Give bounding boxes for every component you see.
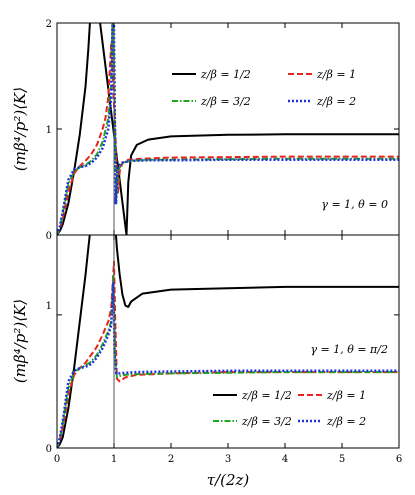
top-series-line-2 — [57, 43, 399, 235]
bottom-ytick-label-0: 0 — [46, 444, 52, 455]
bottom-series-line-2 — [57, 260, 399, 448]
xtick-label-6: 6 — [396, 454, 402, 465]
bottom-legend: z/β = 1/2 z/β = 1 z/β = 3/2 z/β = 2 — [213, 389, 366, 428]
top-series-group — [57, 23, 399, 235]
top-ytick-label-2: 2 — [46, 19, 52, 30]
xtick-label-0: 0 — [54, 454, 60, 465]
xtick-label-1: 1 — [111, 454, 117, 465]
xtick-label-3: 3 — [225, 454, 231, 465]
top-annotation: γ = 1, θ = 0 — [321, 198, 388, 211]
top-legend-label-2: z/β = 1 — [316, 68, 356, 81]
top-legend-label-3: z/β = 3/2 — [200, 95, 251, 108]
bottom-ytick-label-1: 1 — [46, 301, 52, 312]
bottom-legend-label-3: z/β = 3/2 — [241, 415, 292, 428]
xlabel: τ/(2z) — [207, 471, 250, 489]
bottom-ylabel: (mβ⁴/p²)⟨K⟩ — [11, 299, 29, 383]
top-panel: 0 1 2 (mβ⁴/p²)⟨K⟩ z/β = 1/2 z/β = 1 z/β … — [11, 19, 400, 242]
bottom-legend-label-4: z/β = 2 — [326, 415, 366, 428]
top-ytick-label-1: 1 — [46, 125, 52, 136]
top-legend: z/β = 1/2 z/β = 1 z/β = 3/2 z/β = 2 — [172, 68, 356, 108]
top-series-line-4 — [57, 23, 399, 235]
top-ytick-label-0: 0 — [46, 231, 52, 242]
bottom-series-line-1 — [57, 235, 399, 448]
top-legend-label-4: z/β = 2 — [316, 95, 356, 108]
bottom-ticks — [56, 235, 400, 449]
xtick-label-5: 5 — [339, 454, 345, 465]
bottom-series-line-3 — [57, 273, 399, 448]
bottom-panel: 0 1 0 1 2 3 4 5 6 τ/(2z) (mβ⁴/p²)⟨K⟩ γ =… — [11, 234, 402, 489]
xtick-label-4: 4 — [282, 454, 288, 465]
bottom-series-group — [57, 235, 399, 448]
bottom-legend-label-2: z/β = 1 — [326, 389, 366, 402]
top-legend-label-1: z/β = 1/2 — [200, 68, 251, 81]
xtick-label-2: 2 — [168, 454, 174, 465]
bottom-legend-label-1: z/β = 1/2 — [241, 389, 292, 402]
bottom-annotation: γ = 1, θ = π/2 — [310, 343, 388, 356]
top-ylabel: (mβ⁴/p²)⟨K⟩ — [11, 87, 29, 171]
